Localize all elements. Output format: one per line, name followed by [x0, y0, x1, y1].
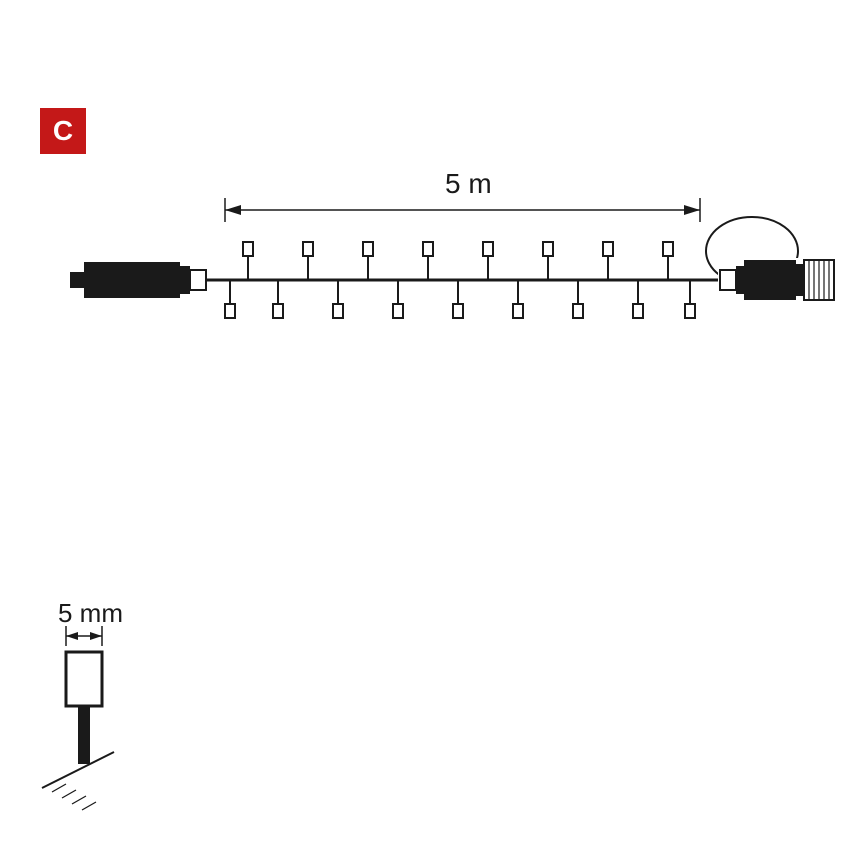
led-width-dimension-label: 5 mm [58, 598, 123, 629]
variant-badge-letter: C [53, 115, 73, 147]
variant-badge: C [40, 108, 86, 154]
length-dimension-label: 5 m [445, 168, 492, 200]
technical-drawing [0, 0, 868, 868]
